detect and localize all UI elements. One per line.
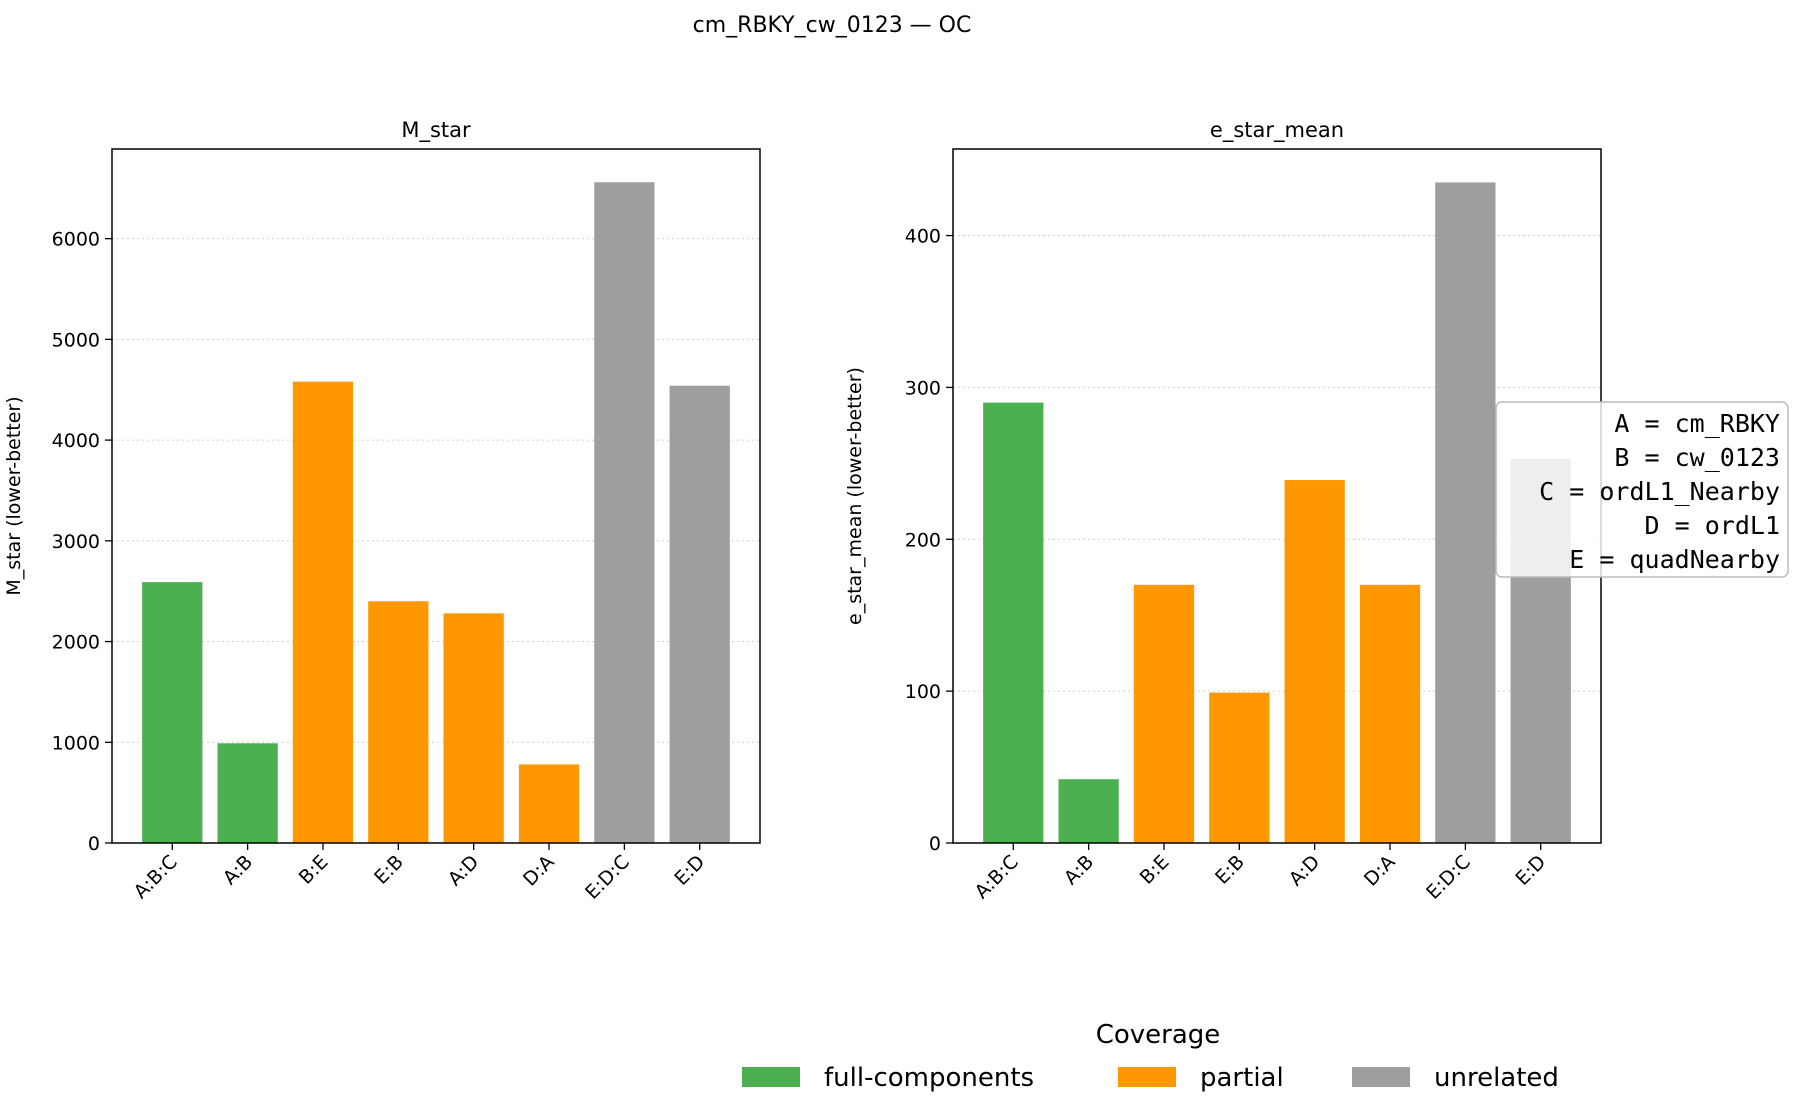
x-tick-label: E:B — [370, 851, 408, 889]
x-tick-label: D:A — [519, 851, 559, 891]
coverage-legend: Coverage full-components partial unrelat… — [742, 1020, 1559, 1093]
y-tick-label: 2000 — [52, 632, 100, 654]
y-tick-label: 200 — [905, 529, 941, 551]
bar-e-b — [1209, 692, 1270, 843]
x-tick-label: E:D — [670, 851, 709, 890]
key-line-e: E = quadNearby — [1569, 545, 1780, 574]
bar-b-e — [1133, 584, 1195, 843]
x-tick-label: E:B — [1211, 851, 1249, 889]
y-tick-label: 4000 — [52, 430, 100, 452]
bar-e-d-c — [1435, 182, 1496, 844]
y-tick-label: 0 — [929, 833, 941, 855]
chart-e-star-mean: 0 100 200 300 400 A:B:C A:B B:E E:B A:D D:A E:D:C E:… — [844, 118, 1602, 904]
x-tick-label: B:E — [1136, 851, 1174, 889]
x-tick-label: A:B:C — [130, 851, 182, 903]
legend-label-partial: partial — [1200, 1063, 1284, 1093]
key-box-frame — [1495, 401, 1789, 578]
x-tick-label: A:B:C — [971, 851, 1023, 903]
x-tick-label: A:D — [1285, 851, 1324, 890]
key-line-a: A = cm_RBKY — [1614, 409, 1780, 438]
bar-a-b-c — [142, 582, 203, 843]
y-axis-label: M_star (lower-better) — [3, 396, 25, 595]
y-tick-label: 100 — [905, 681, 941, 703]
bar-a-b — [217, 743, 278, 843]
y-tick-label: 0 — [88, 833, 100, 855]
key-line-c: C = ordL1_Nearby — [1539, 477, 1780, 506]
legend-swatch-full-components — [742, 1067, 800, 1087]
bar-a-b-c — [983, 402, 1044, 843]
chart-title: e_star_mean — [1210, 118, 1344, 143]
y-tick-label: 3000 — [52, 531, 100, 553]
x-tick-label: A:B — [219, 851, 257, 889]
y-tick-label: 1000 — [52, 732, 100, 754]
x-tick-label: B:E — [295, 851, 333, 889]
x-tick-label: A:B — [1060, 851, 1098, 889]
y-tick-label: 5000 — [52, 329, 100, 351]
x-tick-label: E:D — [1511, 851, 1550, 890]
axes-frame — [111, 148, 761, 844]
y-tick-label: 300 — [905, 377, 941, 399]
x-tick-label: E:D:C — [581, 851, 634, 904]
bar-d-a — [1359, 584, 1421, 843]
x-tick-label: A:D — [444, 851, 483, 890]
key-line-b: B = cw_0123 — [1614, 443, 1780, 472]
bar-b-e — [292, 381, 354, 843]
y-tick-label: 6000 — [52, 229, 100, 251]
legend-swatch-unrelated — [1352, 1067, 1410, 1087]
key-line-d: D = ordL1 — [1645, 511, 1780, 540]
legend-swatch-partial — [1118, 1067, 1176, 1087]
legend-label-full-components: full-components — [824, 1063, 1034, 1093]
y-tick-label: 400 — [905, 226, 941, 248]
bar-e-d — [669, 385, 730, 843]
x-tick-label: D:A — [1360, 851, 1400, 891]
key-box: A = cm_RBKY B = cw_0123 C = ordL1_Nearby… — [1495, 401, 1789, 578]
legend-label-unrelated: unrelated — [1434, 1063, 1559, 1093]
bar-e-b — [368, 601, 429, 843]
x-tick-label: E:D:C — [1422, 851, 1475, 904]
bar-d-a — [518, 764, 580, 843]
bar-a-d — [1284, 480, 1345, 843]
bar-e-d-c — [594, 182, 655, 843]
bar-a-d — [443, 613, 504, 843]
legend-title: Coverage — [1096, 1020, 1221, 1050]
bar-a-b — [1058, 779, 1119, 843]
chart-title: M_star — [401, 118, 471, 143]
figure-suptitle: cm_RBKY_cw_0123 — OC — [693, 13, 972, 38]
chart-m-star: 0 1000 2000 3000 4000 5000 6000 A:B:C A:B B:E E:B A… — [3, 118, 761, 904]
y-axis-label: e_star_mean (lower-better) — [844, 367, 866, 625]
